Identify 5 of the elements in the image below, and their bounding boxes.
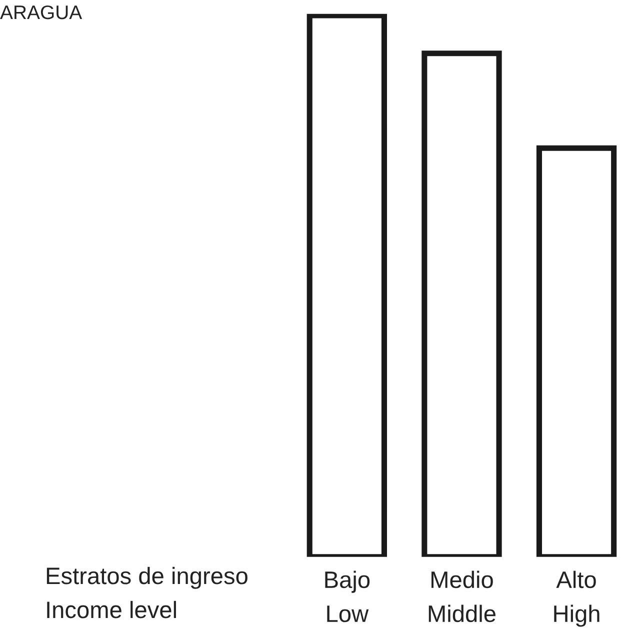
text: ARAGUA (0, 5, 82, 20)
x-axis-title: Estratos de ingreso Income level (46, 566, 248, 618)
x-tick-label: Bajo Low (325, 570, 370, 622)
x-tick-label: Medio Middle (428, 570, 496, 622)
x-tick-label: Alto High (554, 570, 600, 627)
